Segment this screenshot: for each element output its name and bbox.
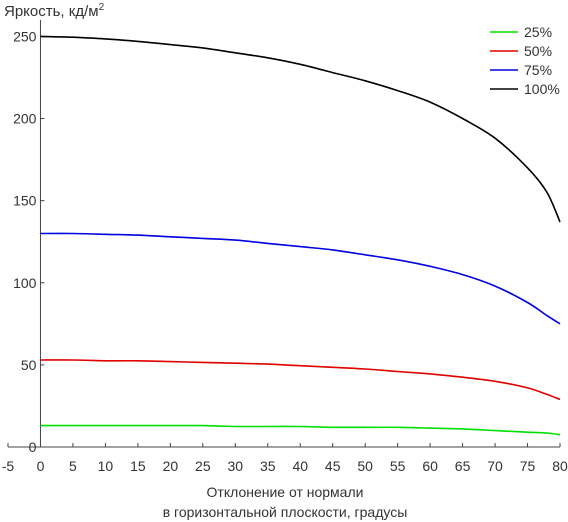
x-axis-label-line1: Отклонение от нормали: [206, 484, 364, 500]
x-tick-label: 75: [520, 458, 536, 474]
x-tick-label: 15: [130, 458, 146, 474]
legend-label-75-percent: 75%: [524, 62, 552, 78]
x-tick-label: 45: [325, 458, 341, 474]
legend-label-100-percent: 100%: [524, 81, 560, 97]
y-axis-label-superscript: 2: [98, 2, 105, 13]
x-tick-label: 60: [422, 458, 438, 474]
x-tick-label: 0: [37, 458, 45, 474]
y-axis-label: Яркость, кд/м2: [4, 2, 104, 20]
x-tick-label: 55: [390, 458, 406, 474]
x-tick-label: 25: [195, 458, 211, 474]
x-tick-label: 35: [260, 458, 276, 474]
series-line-75-percent: [40, 232, 561, 325]
x-tick-label: 10: [98, 458, 114, 474]
series-line-25-percent: [40, 424, 561, 436]
x-tick-label: 40: [292, 458, 308, 474]
x-tick-label: 50: [357, 458, 373, 474]
series-line-100-percent: [40, 35, 561, 223]
series-line-50-percent: [40, 359, 561, 401]
x-tick-label: 5: [69, 458, 77, 474]
y-tick-label: 0: [29, 439, 37, 455]
legend-label-25-percent: 25%: [524, 24, 552, 40]
y-tick-label: 150: [13, 193, 37, 209]
y-tick-label: 100: [13, 275, 37, 291]
y-tick-label: 200: [13, 111, 37, 127]
axes: -5 0 5 10 15 20 25 30 35 40 45 50 55 60 65 70 75 80 0 50 100…: [2, 20, 568, 474]
x-tick-label: -5: [2, 458, 15, 474]
legend: 25% 50% 75% 100%: [490, 24, 560, 97]
y-tick-label: 50: [21, 357, 37, 373]
y-tick-label: 250: [13, 28, 37, 44]
y-axis-label-text: Яркость, кд/м: [4, 3, 99, 20]
series-lines: [40, 35, 561, 436]
x-tick-label: 80: [552, 458, 568, 474]
x-axis-label-line2: в горизонтальной плоскости, градусы: [162, 504, 408, 520]
x-tick-label: 70: [487, 458, 503, 474]
legend-label-50-percent: 50%: [524, 43, 552, 59]
x-axis-label: Отклонение от нормали в горизонтальной п…: [140, 482, 430, 522]
x-tick-label: 65: [455, 458, 471, 474]
x-tick-label: 30: [228, 458, 244, 474]
x-tick-label: 20: [163, 458, 179, 474]
